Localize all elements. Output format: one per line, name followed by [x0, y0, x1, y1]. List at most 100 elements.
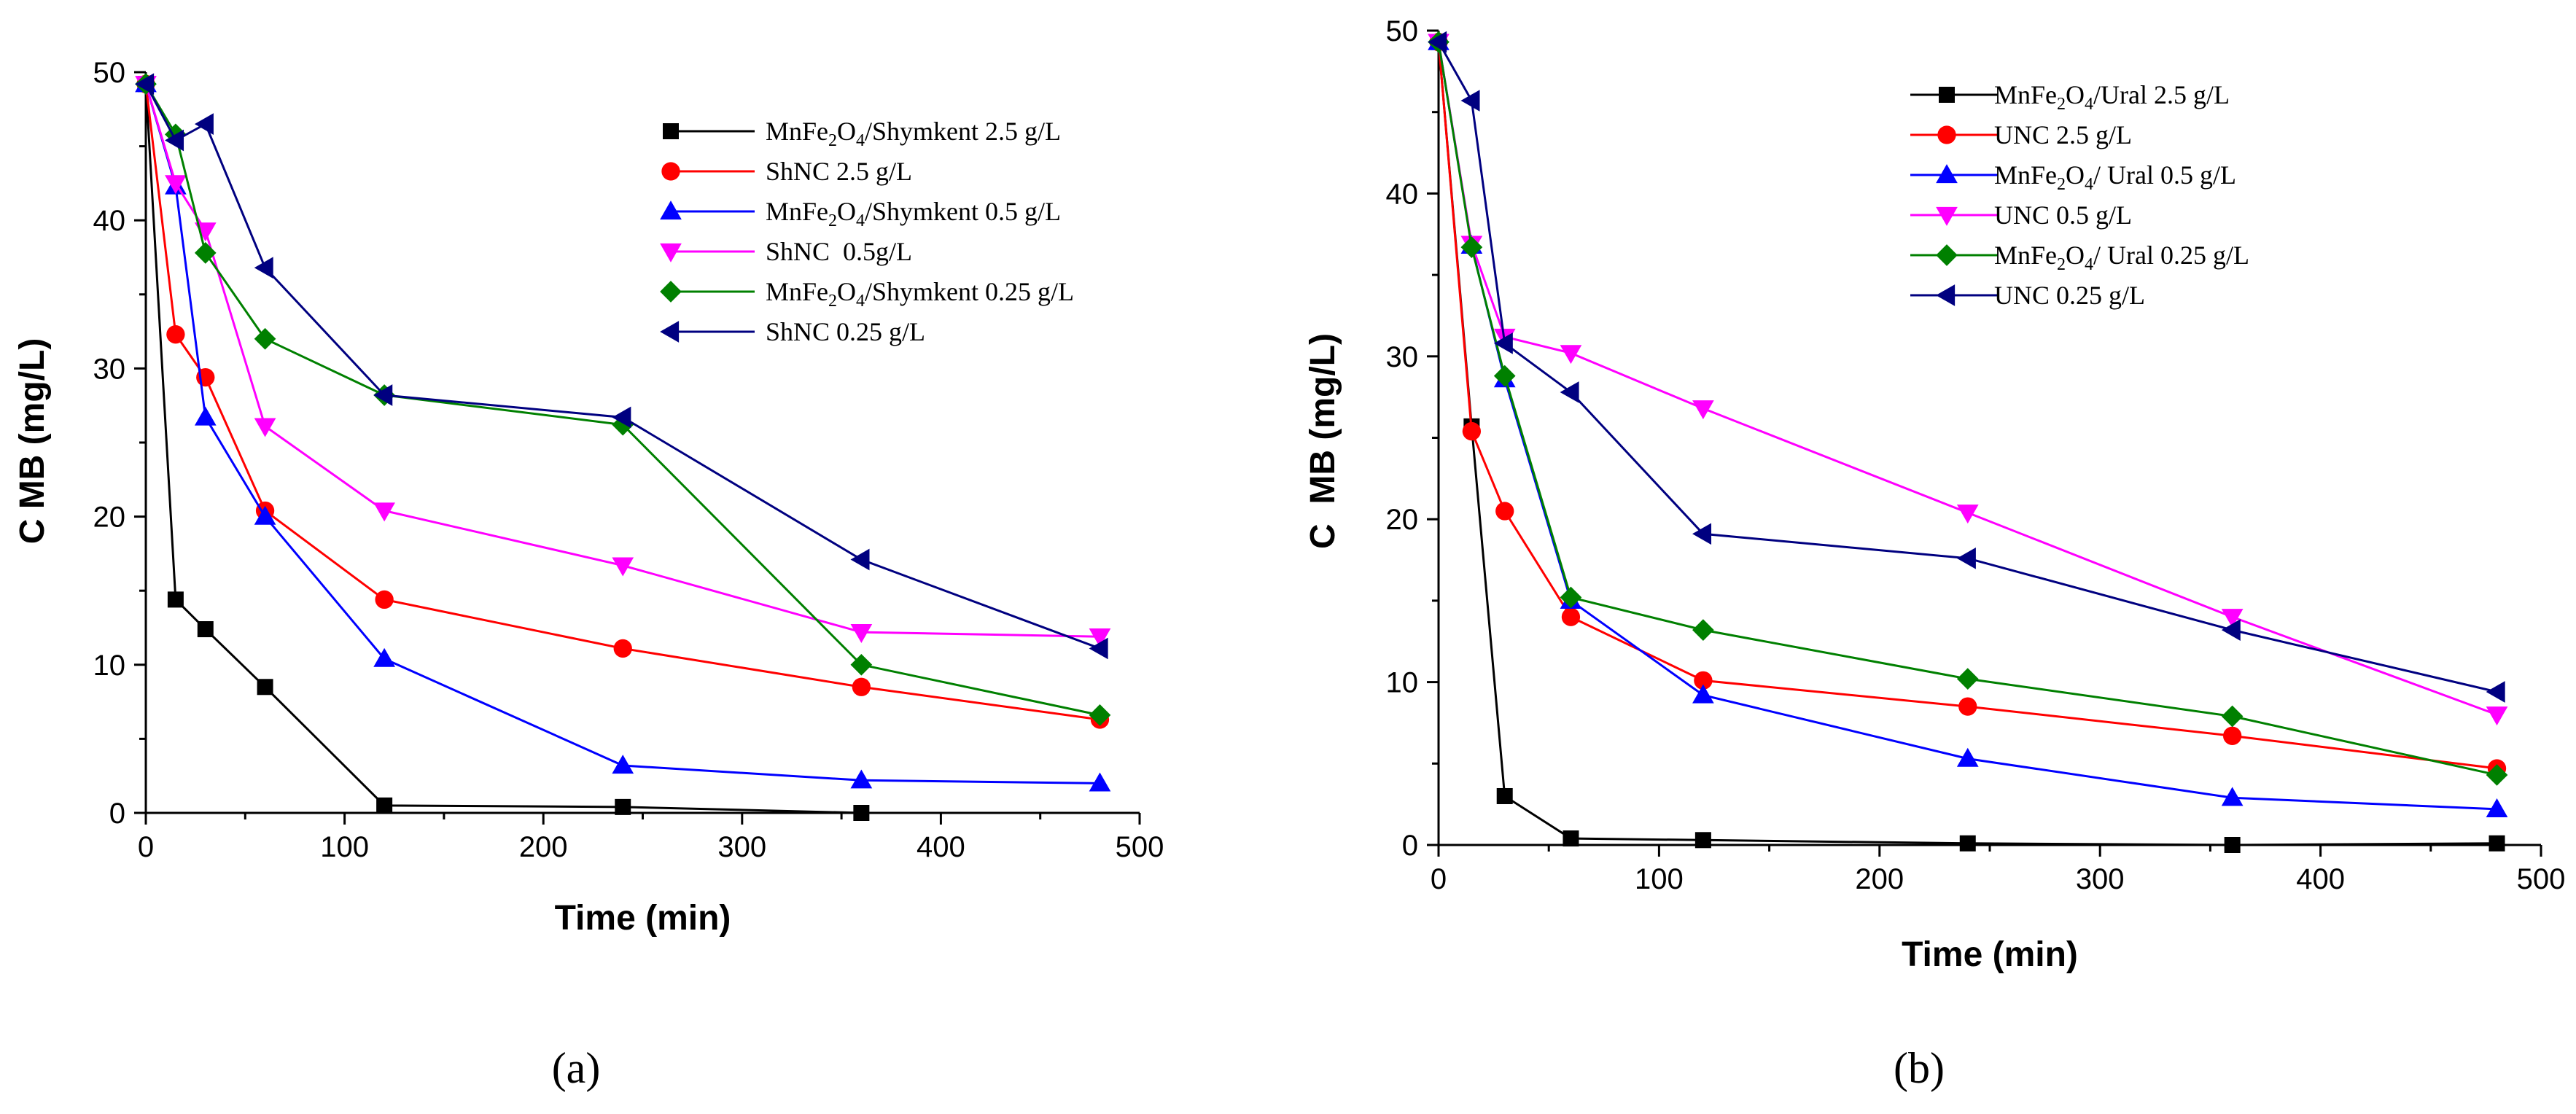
series-line	[1437, 42, 2497, 811]
data-point	[2221, 619, 2241, 641]
legend-label: ShNC 2.5 g/L	[766, 157, 912, 186]
series-2	[1429, 32, 2507, 778]
legend-text-part: /Shymkent 0.25 g/L	[865, 277, 1074, 306]
data-point	[2486, 798, 2508, 817]
legend-text-part: /Shymkent 2.5 g/L	[865, 117, 1061, 146]
x-tick-label: 200	[519, 831, 568, 863]
data-point	[2221, 705, 2244, 728]
y-tick-label: 50	[1386, 15, 1419, 47]
x-tick-label: 400	[2296, 863, 2345, 895]
legend-entry: ShNC 0.5g/L	[660, 237, 912, 266]
series-5	[1428, 31, 2508, 786]
legend-entry: MnFe2O4/Ural 2.5 g/L	[1910, 80, 2230, 114]
data-point	[1692, 523, 1712, 545]
legend-label: MnFe2O4/ Ural 0.5 g/L	[1994, 160, 2236, 194]
data-point	[1089, 772, 1111, 792]
legend-text-part: /Shymkent 0.5 g/L	[865, 197, 1061, 226]
y-tick-label: 20	[1386, 504, 1419, 536]
x-tick-label: 200	[1855, 863, 1904, 895]
legend-text-part: MnFe	[766, 197, 828, 226]
data-point	[1694, 832, 1711, 849]
legend-subscript: 2	[2057, 255, 2066, 274]
data-point	[257, 679, 273, 696]
data-point	[1089, 704, 1111, 726]
legend-subscript: 4	[856, 211, 865, 230]
data-point	[1560, 381, 1579, 403]
legend-text-part: O	[837, 117, 856, 146]
y-axis-title: C MB (mg/L)	[13, 338, 52, 545]
legend-text-part: MnFe	[1994, 241, 2057, 270]
data-point	[1694, 671, 1713, 690]
data-point	[197, 621, 214, 638]
legend-subscript: 4	[2085, 255, 2093, 274]
series-6	[1428, 31, 2505, 703]
data-point	[167, 591, 184, 608]
legend-label: UNC 0.5 g/L	[1994, 200, 2132, 230]
data-point	[375, 590, 394, 609]
y-tick-label: 30	[93, 353, 126, 385]
legend-text-part: /Ural 2.5 g/L	[2093, 80, 2230, 109]
legend-entry: MnFe2O4/ Ural 0.25 g/L	[1910, 241, 2249, 274]
legend-entry: MnFe2O4/Shymkent 0.5 g/L	[660, 197, 1061, 230]
series-line	[144, 83, 1100, 717]
data-point	[1956, 505, 1979, 524]
legend-marker	[660, 281, 682, 303]
data-point	[1956, 547, 1976, 569]
legend-marker	[660, 200, 682, 220]
x-axis-title: Time (min)	[1902, 935, 2078, 974]
data-point	[613, 639, 632, 658]
legend-subscript: 4	[856, 292, 865, 311]
legend-marker	[660, 243, 682, 262]
legend-marker	[1936, 244, 1958, 266]
data-point	[615, 798, 631, 815]
y-tick-label: 20	[93, 502, 126, 534]
data-point	[254, 505, 276, 525]
legend-text-part: / Ural 0.5 g/L	[2093, 160, 2236, 190]
legend-entry: UNC 0.25 g/L	[1910, 281, 2145, 310]
y-tick-label: 40	[1386, 178, 1419, 210]
legend-text-part: UNC 0.5 g/L	[1994, 200, 2132, 230]
legend: MnFe2O4/Ural 2.5 g/L UNC 2.5 g/L MnFe2O4/ …	[1910, 80, 2249, 310]
data-point	[2221, 609, 2244, 628]
legend-subscript: 2	[2057, 175, 2066, 194]
legend-label: MnFe2O4/Shymkent 0.5 g/L	[766, 197, 1061, 230]
data-point	[1692, 400, 1714, 420]
y-tick-label: 30	[1386, 341, 1419, 373]
data-point	[1089, 637, 1108, 660]
data-point	[1956, 747, 1979, 767]
data-point	[1959, 835, 1976, 852]
y-tick-label: 40	[93, 205, 126, 237]
legend-text-part: / Ural 0.25 g/L	[2093, 241, 2249, 270]
legend-subscript: 4	[856, 131, 865, 150]
legend-marker	[660, 321, 680, 343]
series-5	[135, 73, 1111, 726]
legend-entry: UNC 2.5 g/L	[1910, 120, 2132, 149]
legend-entry: UNC 0.5 g/L	[1910, 200, 2132, 230]
data-point	[2221, 787, 2244, 806]
series-line	[1437, 42, 2497, 846]
data-point	[1692, 619, 1714, 641]
legend-label: UNC 0.25 g/L	[1994, 281, 2145, 310]
data-point	[254, 327, 276, 350]
series-line	[144, 83, 1100, 638]
legend-text-part: O	[837, 277, 856, 306]
series-line	[1437, 42, 2498, 716]
legend-text-part: MnFe	[766, 117, 828, 146]
data-point	[373, 502, 395, 522]
data-point	[376, 797, 393, 814]
x-tick-label: 0	[138, 831, 154, 863]
data-point	[254, 418, 276, 437]
data-point	[1493, 332, 1513, 354]
y-tick-label: 50	[93, 57, 126, 89]
data-point	[612, 557, 634, 577]
legend-text-part: ShNC 0.5g/L	[766, 237, 912, 266]
data-point	[1560, 345, 1582, 365]
x-tick-label: 100	[320, 831, 369, 863]
series-6	[135, 73, 1108, 660]
legend-marker	[1937, 125, 1956, 144]
legend-entry: ShNC 2.5 g/L	[661, 157, 912, 186]
data-point	[1460, 236, 1483, 258]
chart-panel-b: 0 100 200 300 400 500 0 10 20 30 40 50 Time (min) C M…	[1304, 15, 2565, 1092]
legend-text-part: UNC 0.25 g/L	[1994, 281, 2145, 310]
